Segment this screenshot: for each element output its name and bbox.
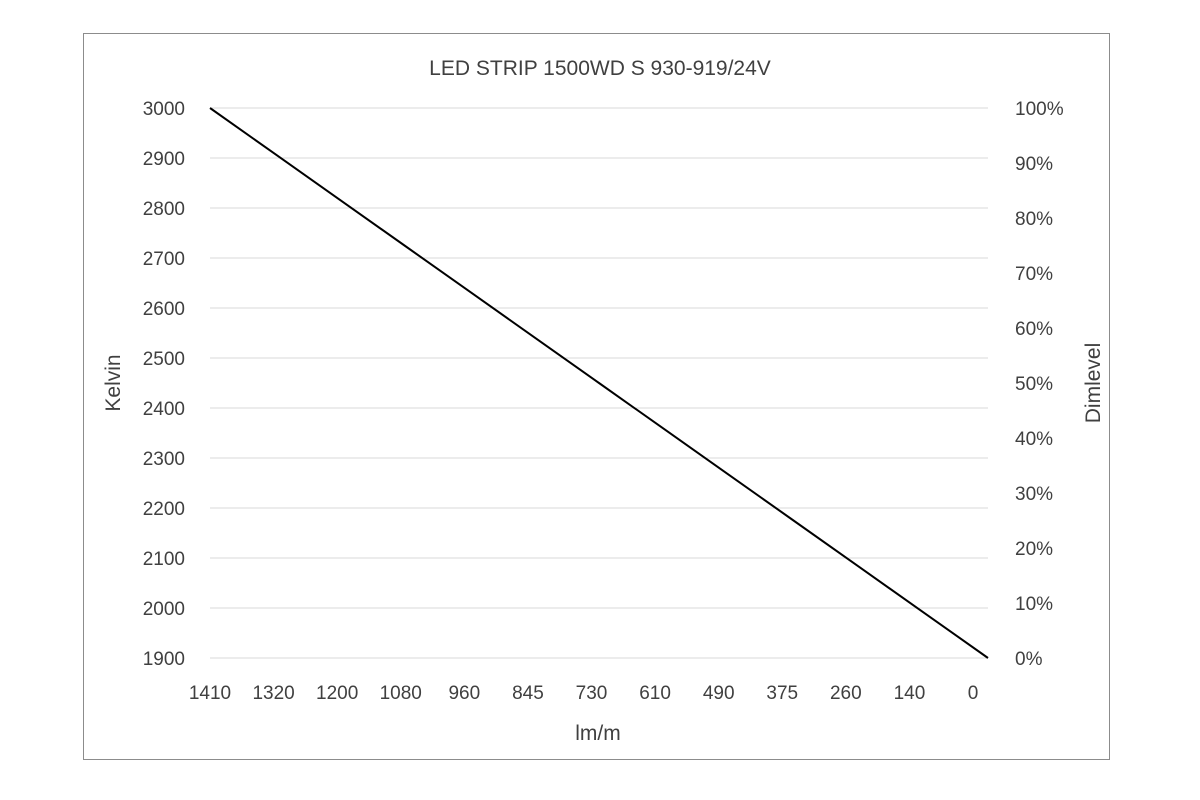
- x-tick-label: 610: [639, 683, 671, 704]
- y-tick-label: 2700: [143, 249, 185, 270]
- x-axis: 1410 1320 1200 1080 960 845 730 610 490 375 260 140…: [189, 683, 978, 704]
- x-tick-label: 960: [448, 683, 480, 704]
- y-tick-label: 2200: [143, 499, 185, 520]
- x-tick-label: 1410: [189, 683, 231, 704]
- y2-axis-title: Dimlevel: [1082, 343, 1105, 424]
- x-tick-label: 0: [968, 683, 979, 704]
- y2-tick-label: 30%: [1015, 484, 1053, 505]
- y-axis-right: 100% 90% 80% 70% 60% 50% 40% 30% 20% 10% 0%: [1015, 99, 1064, 670]
- y2-tick-label: 50%: [1015, 374, 1053, 395]
- y-tick-label: 2300: [143, 449, 185, 470]
- x-tick-label: 1080: [380, 683, 422, 704]
- x-tick-label: 1200: [316, 683, 358, 704]
- x-tick-label: 490: [703, 683, 735, 704]
- y-tick-label: 2600: [143, 299, 185, 320]
- y-tick-label: 2900: [143, 149, 185, 170]
- series-layer: [209, 107, 989, 659]
- y2-tick-label: 40%: [1015, 429, 1053, 450]
- x-tick-label: 260: [830, 683, 862, 704]
- y-tick-label: 2800: [143, 199, 185, 220]
- y2-tick-label: 0%: [1015, 649, 1043, 670]
- y2-tick-label: 70%: [1015, 264, 1053, 285]
- x-axis-title: lm/m: [575, 722, 621, 745]
- x-tick-label: 730: [576, 683, 608, 704]
- x-tick-label: 140: [894, 683, 926, 704]
- y-tick-label: 2400: [143, 399, 185, 420]
- x-tick-label: 1320: [252, 683, 294, 704]
- y-tick-label: 3000: [143, 99, 185, 120]
- series-line-0: [209, 107, 989, 659]
- y2-tick-label: 100%: [1015, 99, 1064, 120]
- y2-tick-label: 90%: [1015, 154, 1053, 175]
- grid-layer: [210, 107, 988, 659]
- y2-tick-label: 20%: [1015, 539, 1053, 560]
- chart-title: LED STRIP 1500WD S 930-919/24V: [429, 57, 771, 80]
- y-axis-title: Kelvin: [102, 354, 125, 411]
- y-tick-label: 2500: [143, 349, 185, 370]
- x-tick-label: 845: [512, 683, 544, 704]
- x-tick-label: 375: [766, 683, 798, 704]
- y2-tick-label: 10%: [1015, 594, 1053, 615]
- y-tick-label: 1900: [143, 649, 185, 670]
- y-axis-left: 3000 2900 2800 2700 2600 2500 2400 2300 2200 2100…: [143, 99, 185, 670]
- y2-tick-label: 80%: [1015, 209, 1053, 230]
- y2-tick-label: 60%: [1015, 319, 1053, 340]
- chart-frame: [83, 33, 1110, 760]
- y-tick-label: 2000: [143, 599, 185, 620]
- y-tick-label: 2100: [143, 549, 185, 570]
